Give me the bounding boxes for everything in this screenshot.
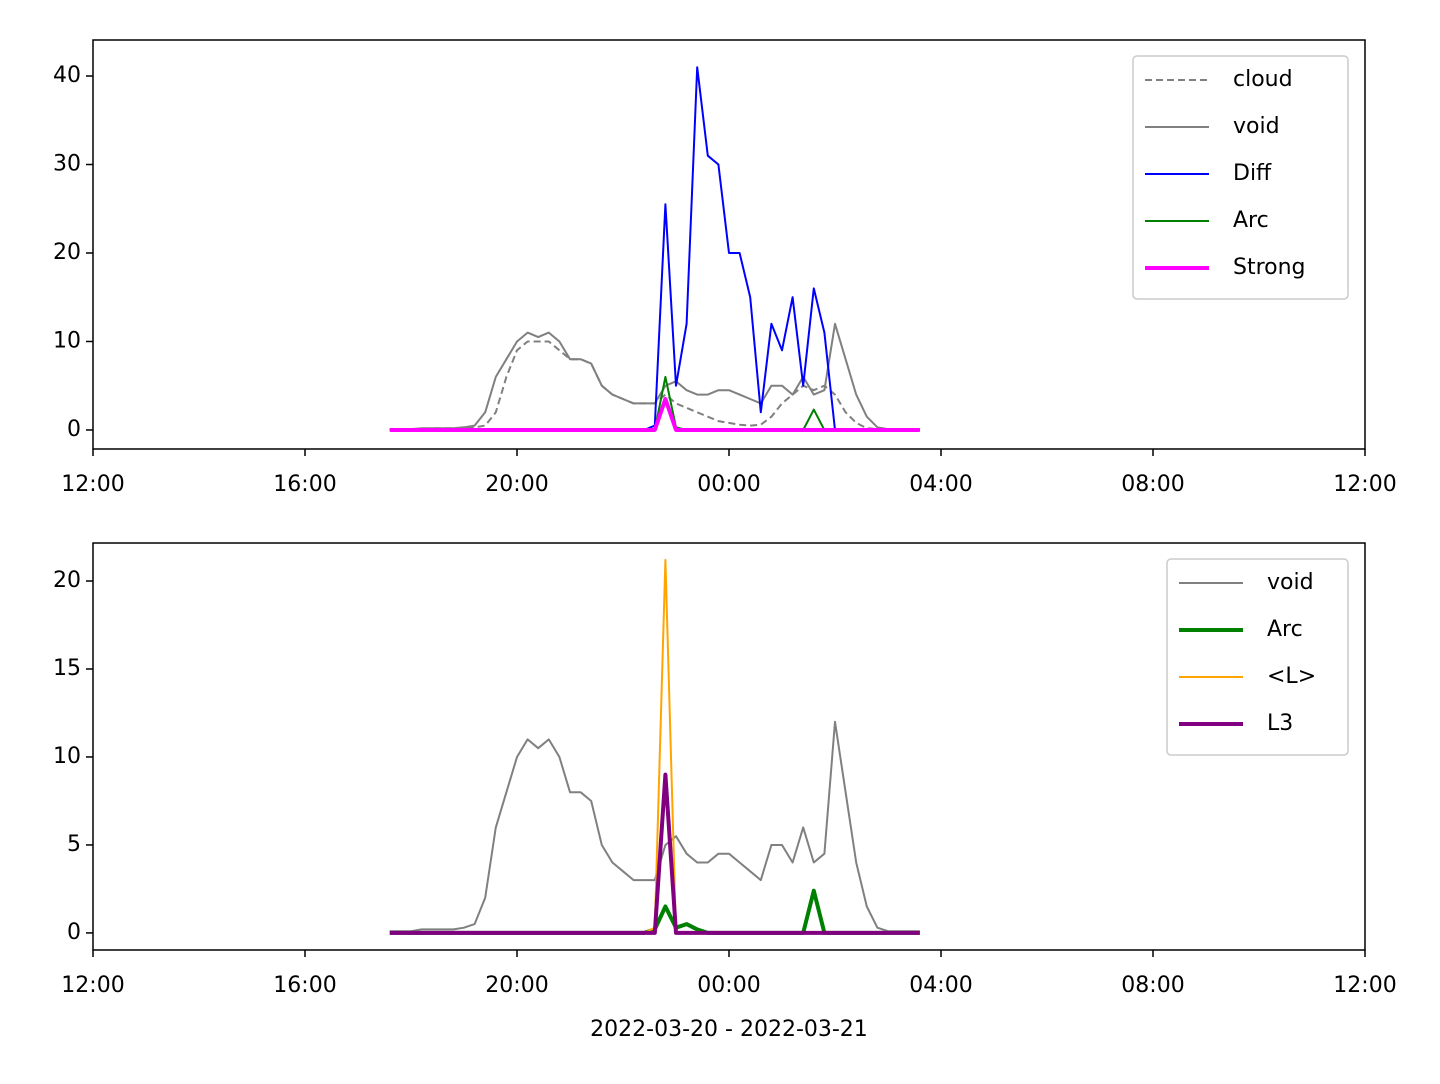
series-line [389, 66, 920, 431]
subplot: 0 5 10 15 20 12:00 16:00 20:00 00:00 04:00 08:00 12… [53, 542, 1397, 1042]
legend: cloud void Diff Arc Strong [1132, 55, 1349, 300]
series-line [389, 772, 920, 935]
x-tick-label: 12:00 [1333, 973, 1396, 998]
y-tick-label: 15 [53, 656, 81, 681]
x-tick-label: 00:00 [697, 472, 760, 497]
x-tick-label: 08:00 [1121, 472, 1184, 497]
legend-box [1132, 55, 1349, 300]
x-tick-label: 16:00 [273, 973, 336, 998]
x-tick-label: 20:00 [485, 973, 548, 998]
y-tick-label: 10 [53, 744, 81, 769]
legend-label: Strong [1233, 255, 1306, 280]
legend-box [1166, 558, 1349, 756]
legend-label: Arc [1233, 208, 1269, 233]
y-tick-label: 30 [53, 152, 81, 177]
plot-frame [92, 39, 1366, 450]
y-tick-label: 0 [67, 417, 81, 442]
x-tick-label: 12:00 [61, 973, 124, 998]
legend-label: void [1233, 114, 1280, 139]
x-axis-label: 2022-03-20 - 2022-03-21 [590, 1017, 868, 1042]
y-tick-label: 5 [67, 832, 81, 857]
y-tick-label: 20 [53, 568, 81, 593]
legend-label: Diff [1233, 161, 1272, 186]
x-tick-label: 20:00 [485, 472, 548, 497]
series-line [389, 720, 920, 933]
y-tick-label: 40 [53, 63, 81, 88]
subplot: 0 10 20 30 40 12:00 16:00 20:00 00:00 04:00 08:00 1… [53, 39, 1397, 497]
x-tick-label: 12:00 [61, 472, 124, 497]
x-tick-label: 16:00 [273, 472, 336, 497]
x-tick-label: 04:00 [909, 973, 972, 998]
plot-frame [92, 542, 1366, 951]
legend: void Arc <L> L3 [1166, 558, 1349, 756]
series-line [389, 322, 920, 431]
x-tick-label: 08:00 [1121, 973, 1184, 998]
y-tick-label: 0 [67, 920, 81, 945]
legend-label: Arc [1267, 617, 1303, 642]
y-tick-label: 20 [53, 240, 81, 265]
legend-label: <L> [1267, 664, 1316, 689]
y-tick-label: 10 [53, 328, 81, 353]
x-tick-label: 12:00 [1333, 472, 1396, 497]
x-tick-label: 04:00 [909, 472, 972, 497]
legend-label: cloud [1233, 67, 1293, 92]
legend-label: void [1267, 570, 1314, 595]
legend-label: L3 [1267, 711, 1293, 736]
series-line [389, 397, 920, 432]
x-tick-label: 00:00 [697, 973, 760, 998]
